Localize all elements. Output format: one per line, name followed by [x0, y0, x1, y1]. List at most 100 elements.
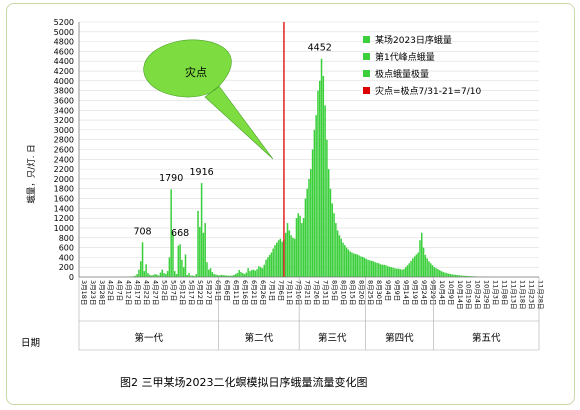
y-tick-label: 4600: [54, 47, 74, 56]
data-bar: [310, 169, 312, 277]
y-tick-label: 200: [59, 263, 74, 272]
data-bar: [408, 263, 410, 277]
data-bar: [438, 270, 441, 277]
data-bar: [406, 265, 409, 277]
data-bar: [326, 139, 328, 277]
data-bar: [327, 169, 330, 277]
x-tick-label: 9月29日: [429, 280, 437, 305]
x-tick-label: 10月19日: [465, 280, 473, 310]
data-bar: [437, 269, 439, 277]
data-bar: [193, 276, 196, 277]
y-tick-label: 2600: [54, 146, 74, 155]
legend-label: 某场2023日序蛾量: [375, 34, 452, 46]
data-bar: [211, 272, 214, 277]
data-bar: [168, 257, 171, 277]
data-bar: [281, 241, 283, 277]
data-bar: [143, 271, 146, 277]
data-bar: [190, 275, 192, 277]
x-tick-label: 9月19日: [411, 280, 419, 305]
data-bar: [177, 245, 180, 277]
y-tick-label: 800: [59, 234, 74, 243]
x-tick-label: 8月15日: [348, 280, 356, 305]
y-tick-label: 5000: [54, 28, 74, 37]
data-bar: [404, 267, 407, 277]
data-bar: [365, 258, 368, 277]
data-bar: [463, 275, 466, 277]
data-bar: [236, 273, 239, 277]
data-bar: [268, 254, 271, 277]
data-bar: [252, 269, 255, 277]
generation-label: 第三代: [318, 332, 347, 344]
x-tick-label: 5月12日: [178, 280, 186, 305]
data-bar: [379, 264, 382, 277]
y-axis-title: 蛾量，只/灯. 日: [26, 144, 37, 203]
x-tick-label: 4月17日: [134, 280, 142, 305]
chart-svg: 708 1790 668 1916 4452 020040060080010001200…: [21, 18, 544, 389]
data-bar: [469, 276, 471, 277]
x-tick-label: 4月22日: [143, 280, 151, 305]
data-bar: [293, 238, 296, 277]
x-tick-label: 6月21日: [250, 280, 258, 305]
x-tick-label: 3月23日: [89, 280, 97, 305]
y-tick-label: 3400: [54, 106, 74, 115]
x-tick-label: 7月16日: [295, 280, 303, 305]
data-bar: [279, 238, 282, 277]
data-bar: [209, 268, 212, 277]
y-tick-label: 1800: [54, 185, 74, 194]
plot-area: [79, 21, 539, 278]
y-tick-label: 3800: [54, 87, 74, 96]
data-bar: [208, 269, 210, 277]
data-bar: [136, 274, 138, 277]
x-tick-label: 11月8日: [501, 280, 509, 305]
x-tick-label: 7月11日: [286, 280, 294, 305]
data-bar: [392, 267, 394, 277]
data-label: 1916: [190, 167, 214, 178]
legend-swatch: [363, 53, 370, 60]
data-bar: [182, 267, 185, 277]
data-label: 1790: [159, 173, 183, 184]
data-bar: [360, 256, 362, 277]
data-bar: [163, 273, 165, 277]
data-bar: [302, 218, 305, 277]
x-tick-label: 8月5日: [330, 280, 338, 301]
data-bar: [179, 244, 181, 277]
data-bar: [424, 254, 427, 277]
data-bar: [204, 223, 206, 277]
data-bar: [308, 178, 310, 277]
y-tick-label: 2000: [54, 175, 74, 184]
y-tick-label: 2400: [54, 155, 74, 164]
data-bar: [465, 275, 468, 277]
x-tick-label: 5月2日: [160, 280, 168, 301]
data-bar: [378, 263, 380, 277]
y-tick-label: 600: [59, 244, 74, 253]
data-bar: [202, 232, 205, 277]
data-bar: [376, 262, 378, 277]
data-bar: [372, 261, 375, 277]
data-bar: [181, 259, 183, 277]
data-bar: [227, 275, 230, 277]
x-axis-title: 日期: [21, 338, 40, 349]
chart-caption: 图2 三甲某场2023二化螟模拟日序蛾量流量变化图: [120, 375, 368, 389]
data-bar: [306, 188, 308, 277]
data-bar: [401, 269, 403, 277]
data-bar: [157, 275, 160, 277]
y-tick-label: 1400: [54, 204, 74, 213]
generation-label: 第四代: [385, 332, 414, 344]
x-tick-label: 5月22日: [196, 280, 204, 305]
data-bar: [188, 273, 190, 277]
x-tick-label: 11月23日: [527, 280, 535, 310]
data-bar: [429, 263, 432, 277]
data-bar: [354, 253, 357, 277]
data-bar: [374, 262, 376, 277]
data-bar: [453, 274, 455, 277]
x-tick-label: 10月14日: [456, 280, 464, 310]
data-bar: [220, 274, 223, 277]
y-tick-label: 3600: [54, 96, 74, 105]
data-bar: [247, 268, 249, 277]
x-tick-label: 6月1日: [214, 280, 222, 301]
x-tick-label: 6月6日: [223, 280, 231, 301]
data-bar: [138, 269, 140, 277]
x-tick-label: 4月7日: [116, 280, 124, 301]
legend-swatch: [363, 87, 370, 94]
